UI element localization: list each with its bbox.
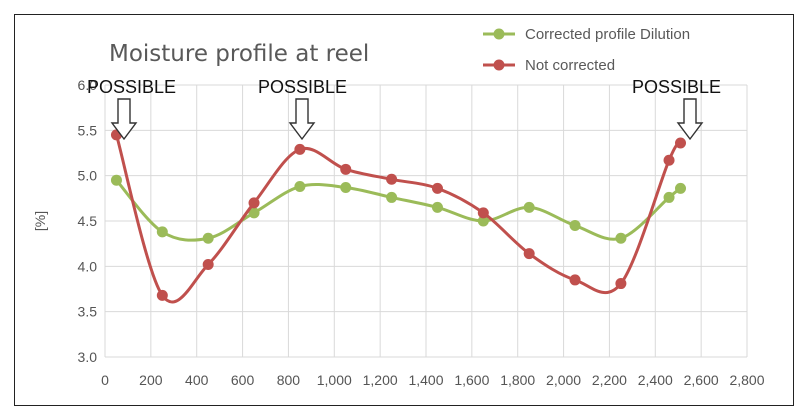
data-point [248, 197, 260, 209]
x-tick-label: 1,600 [454, 372, 489, 388]
data-point [569, 220, 581, 232]
data-point [663, 154, 675, 166]
grid-layer [104, 84, 748, 358]
chart-title: Moisture profile at reel [109, 41, 369, 67]
down-arrow-icon [110, 98, 138, 141]
annotation: POSSIBLE [258, 77, 347, 141]
data-point [202, 259, 214, 271]
y-tick-label: 3.0 [78, 349, 98, 365]
x-tick-label: 800 [277, 372, 301, 388]
data-point [675, 182, 687, 194]
x-tick-label: 400 [185, 372, 209, 388]
y-tick-label: 4.5 [78, 213, 98, 229]
x-tick-label: 2,000 [546, 372, 581, 388]
x-tick-label: 2,600 [684, 372, 719, 388]
chart-svg: 0 200 400 600 800 1,000 1,200 1,400 1,600 1,800 2,… [32, 26, 765, 388]
data-point [431, 201, 443, 213]
down-arrow-icon [288, 98, 316, 141]
data-point [156, 226, 168, 238]
annotation: POSSIBLE [632, 77, 721, 141]
data-point [386, 173, 398, 185]
series-layer [110, 129, 687, 304]
data-point [675, 137, 687, 149]
data-point [477, 215, 489, 227]
series-0 [110, 174, 687, 244]
y-tick-label: 6.0 [78, 77, 98, 93]
series-1 [110, 129, 687, 304]
annotation-label: POSSIBLE [87, 77, 176, 97]
legend-item: Corrected profile Dilution [483, 26, 690, 43]
axis-layer: 0 200 400 600 800 1,000 1,200 1,400 1,600 1,800 2,… [78, 77, 765, 388]
x-tick-label: 200 [139, 372, 163, 388]
series-line [115, 179, 682, 242]
y-tick-label: 3.5 [78, 304, 98, 320]
data-point [569, 274, 581, 286]
x-tick-label: 1,200 [363, 372, 398, 388]
data-point [156, 289, 168, 301]
x-tick-label: 0 [101, 372, 109, 388]
down-arrow-icon [676, 98, 704, 141]
data-point [248, 207, 260, 219]
annotation-label: POSSIBLE [258, 77, 347, 97]
y-tick-label: 5.5 [78, 122, 98, 138]
data-point [663, 191, 675, 203]
x-tick-label: 2,200 [592, 372, 627, 388]
data-point [523, 201, 535, 213]
x-tick-label: 2,800 [729, 372, 764, 388]
x-tick-label: 1,800 [500, 372, 535, 388]
data-point [294, 181, 306, 193]
chart-frame: 0 200 400 600 800 1,000 1,200 1,400 1,600 1,800 2,… [14, 14, 794, 406]
x-tick-label: 2,400 [638, 372, 673, 388]
y-tick-label: 4.0 [78, 258, 98, 274]
data-point [340, 163, 352, 175]
data-point [615, 232, 627, 244]
x-tick-label: 1,400 [408, 372, 443, 388]
y-axis-label: [%] [32, 211, 48, 231]
data-point [340, 181, 352, 193]
data-point [523, 248, 535, 260]
data-point [202, 232, 214, 244]
data-point [110, 174, 122, 186]
legend-label: Corrected profile Dilution [525, 26, 690, 43]
series-line [115, 134, 682, 304]
data-point [294, 143, 306, 155]
data-point [615, 278, 627, 290]
x-tick-label: 1,000 [317, 372, 352, 388]
annotation: POSSIBLE [87, 77, 176, 141]
data-point [431, 182, 443, 194]
data-point [477, 207, 489, 219]
y-tick-label: 5.0 [78, 168, 98, 184]
x-tick-label: 600 [231, 372, 255, 388]
data-point [386, 191, 398, 203]
annotation-layer: POSSIBLE POSSIBLE POSSIBLE [87, 77, 721, 141]
legend-label: Not corrected [525, 57, 615, 74]
legend-item: Not corrected [483, 57, 615, 74]
annotation-label: POSSIBLE [632, 77, 721, 97]
legend: Corrected profile Dilution Not corrected [483, 26, 690, 74]
